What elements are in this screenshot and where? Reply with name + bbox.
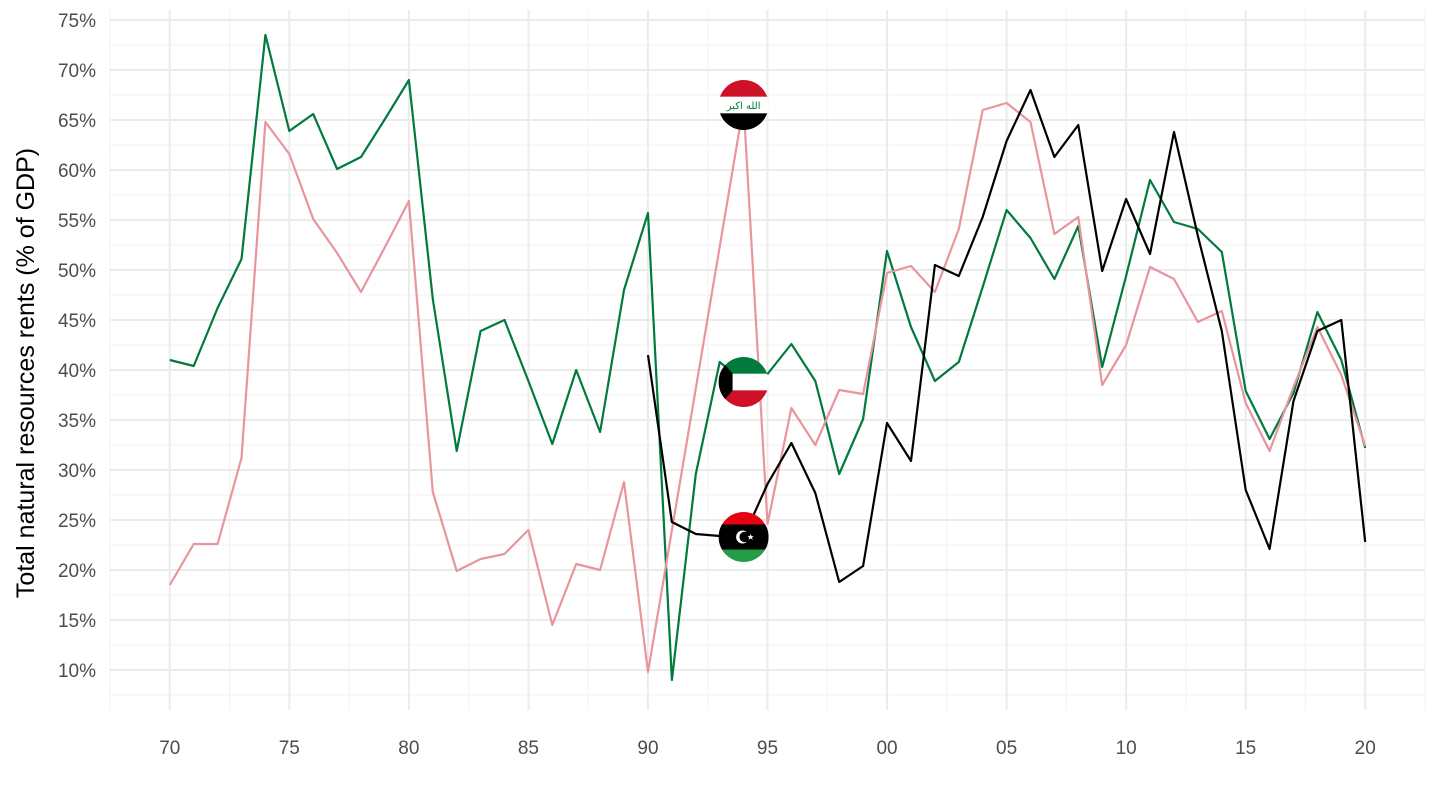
x-tick-label: 10	[1116, 738, 1137, 759]
y-tick-label: 40%	[58, 361, 96, 382]
y-tick-label: 15%	[58, 611, 96, 632]
x-tick-label: 05	[996, 738, 1017, 759]
x-tick-label: 80	[398, 738, 419, 759]
x-tick-label: 70	[159, 738, 180, 759]
x-tick-label: 15	[1235, 738, 1256, 759]
y-tick-label: 60%	[58, 161, 96, 182]
y-tick-label: 50%	[58, 261, 96, 282]
series-lines	[168, 33, 1367, 682]
x-tick-label: 95	[757, 738, 778, 759]
major-gridlines	[110, 10, 1425, 710]
y-tick-label: 25%	[58, 511, 96, 532]
y-tick-label: 20%	[58, 561, 96, 582]
y-tick-label: 70%	[58, 61, 96, 82]
libya-flag-marker	[718, 512, 769, 562]
x-tick-label: 75	[279, 738, 300, 759]
y-tick-labels: 10% 15% 20% 25% 30% 35% 40% 45% 50% 55% 60% 65% 70% 7…	[58, 11, 96, 682]
y-tick-label: 35%	[58, 411, 96, 432]
y-tick-label: 55%	[58, 211, 96, 232]
y-tick-label: 75%	[58, 11, 96, 32]
libya-flag-series-line	[646, 88, 1367, 584]
y-tick-label: 65%	[58, 111, 96, 132]
iraq-flag-script: الله اكبر	[726, 101, 761, 112]
kuwait-flag-series-line	[169, 33, 1367, 682]
iraq-flag-series-line	[168, 101, 1367, 674]
x-tick-label: 90	[637, 738, 658, 759]
x-tick-labels: 70 75 80 85 90 95 00 05 10 15 20	[159, 738, 1376, 759]
y-tick-label: 45%	[58, 311, 96, 332]
y-tick-label: 10%	[58, 661, 96, 682]
iraq-flag-marker: الله اكبر	[718, 80, 769, 130]
y-tick-label: 30%	[58, 461, 96, 482]
kuwait-flag-marker	[718, 357, 769, 407]
flag-markers: الله اكبر	[718, 80, 769, 562]
x-tick-label: 85	[518, 738, 539, 759]
x-tick-label: 00	[876, 738, 897, 759]
x-tick-label: 20	[1355, 738, 1376, 759]
y-axis-title: Total natural resources rents (% of GDP)	[12, 148, 40, 598]
